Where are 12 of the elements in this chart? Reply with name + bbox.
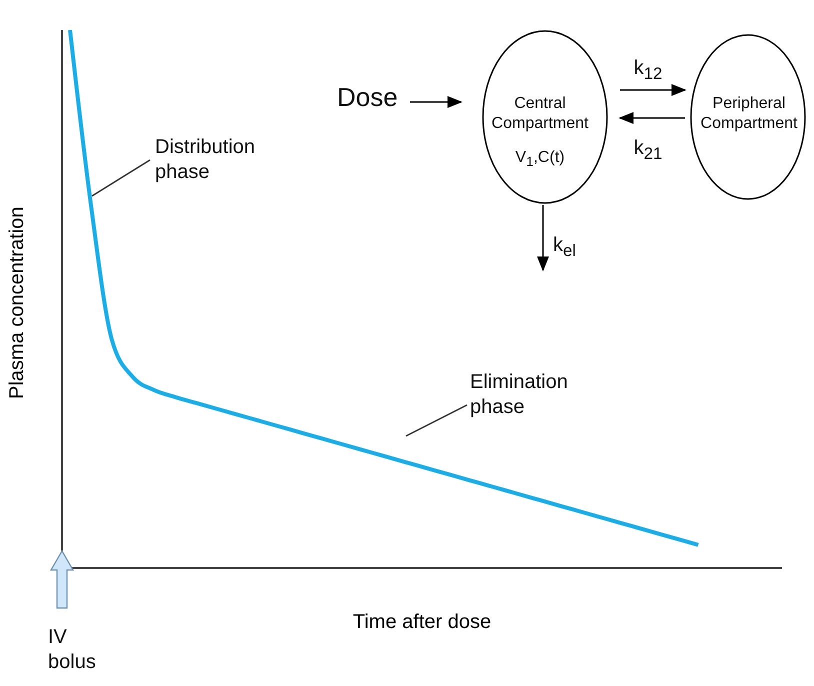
annotation: Distribution phase [155,135,256,185]
annotation: Central Compartment [490,94,590,134]
x-axis-title: Time after dose [352,611,492,633]
annotation: Elimination phase [470,370,568,420]
text: IV bolus [48,625,97,675]
annotation: k$_{12}$ [632,56,664,85]
annotation: k$_{21}$ [632,136,664,165]
annotation: Dose [337,81,399,114]
annotation: Peripheral Compartment [700,94,798,134]
annotation: V$_{1}$,C(t) [514,148,566,171]
y-axis-title: Plasma concentration [6,206,28,399]
annotation: k$_{el}$ [553,233,577,262]
